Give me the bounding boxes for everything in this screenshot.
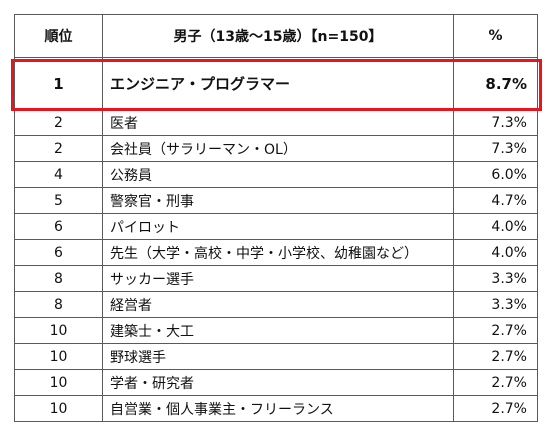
job-cell: 自営業・個人事業主・フリーランス: [103, 396, 454, 421]
percent-cell: 3.3%: [491, 270, 527, 287]
percent-cell: 7.3%: [491, 140, 527, 157]
percent-cell: 8.7%: [485, 74, 527, 93]
rank-cell: 4: [15, 162, 103, 187]
table-row: 10 自営業・個人事業主・フリーランス 2.7%: [14, 396, 538, 422]
percent-cell: 3.3%: [491, 296, 527, 313]
rank-cell: 5: [15, 188, 103, 213]
rank-cell: 6: [15, 214, 103, 239]
percent-cell: 4.7%: [491, 192, 527, 209]
rank-cell: 10: [15, 396, 103, 421]
table-row: 6 先生（大学・高校・中学・小学校、幼稚園など） 4.0%: [14, 240, 538, 266]
table-row: 8 経営者 3.3%: [14, 292, 538, 318]
table-row: 8 サッカー選手 3.3%: [14, 266, 538, 292]
percent-cell: 2.7%: [491, 348, 527, 365]
job-cell: 警察官・刑事: [103, 188, 454, 213]
percent-cell: 2.7%: [491, 322, 527, 339]
rank-cell: 8: [15, 266, 103, 291]
table-row: 6 パイロット 4.0%: [14, 214, 538, 240]
percent-cell: 2.7%: [491, 400, 527, 417]
rank-cell: 6: [15, 240, 103, 265]
table-row: 2 医者 7.3%: [14, 110, 538, 136]
table-row: 10 建築士・大工 2.7%: [14, 318, 538, 344]
table-row: 2 会社員（サラリーマン・OL） 7.3%: [14, 136, 538, 162]
percent-cell: 4.0%: [491, 218, 527, 235]
job-cell: 先生（大学・高校・中学・小学校、幼稚園など）: [103, 240, 454, 265]
table-row: 10 学者・研究者 2.7%: [14, 370, 538, 396]
table-row: 4 公務員 6.0%: [14, 162, 538, 188]
header-rank: 順位: [15, 15, 103, 57]
job-cell: 医者: [103, 110, 454, 135]
table-row: 5 警察官・刑事 4.7%: [14, 188, 538, 214]
header-job: 男子（13歳～15歳）【n=150】: [103, 15, 454, 57]
rank-cell: 2: [15, 110, 103, 135]
rank-cell: 10: [15, 318, 103, 343]
ranking-table: 順位 男子（13歳～15歳）【n=150】 % 1 エンジニア・プログラマー 8…: [14, 14, 538, 422]
job-cell: 建築士・大工: [103, 318, 454, 343]
table-header-row: 順位 男子（13歳～15歳）【n=150】 %: [14, 14, 538, 58]
job-cell: 会社員（サラリーマン・OL）: [103, 136, 454, 161]
percent-cell: 2.7%: [491, 374, 527, 391]
job-cell: パイロット: [103, 214, 454, 239]
rank-cell: 10: [15, 344, 103, 369]
job-cell: 野球選手: [103, 344, 454, 369]
job-cell: 経営者: [103, 292, 454, 317]
rank-cell: 10: [15, 370, 103, 395]
table-row: 10 野球選手 2.7%: [14, 344, 538, 370]
header-percent: %: [488, 28, 503, 44]
job-cell: サッカー選手: [103, 266, 454, 291]
percent-cell: 6.0%: [491, 166, 527, 183]
rank-cell: 8: [15, 292, 103, 317]
percent-cell: 4.0%: [491, 244, 527, 261]
rank-cell: 2: [15, 136, 103, 161]
job-cell: 公務員: [103, 162, 454, 187]
percent-cell: 7.3%: [491, 114, 527, 131]
table-row: 1 エンジニア・プログラマー 8.7%: [14, 58, 538, 110]
rank-cell: 1: [15, 58, 103, 109]
job-cell: エンジニア・プログラマー: [103, 58, 454, 109]
job-cell: 学者・研究者: [103, 370, 454, 395]
